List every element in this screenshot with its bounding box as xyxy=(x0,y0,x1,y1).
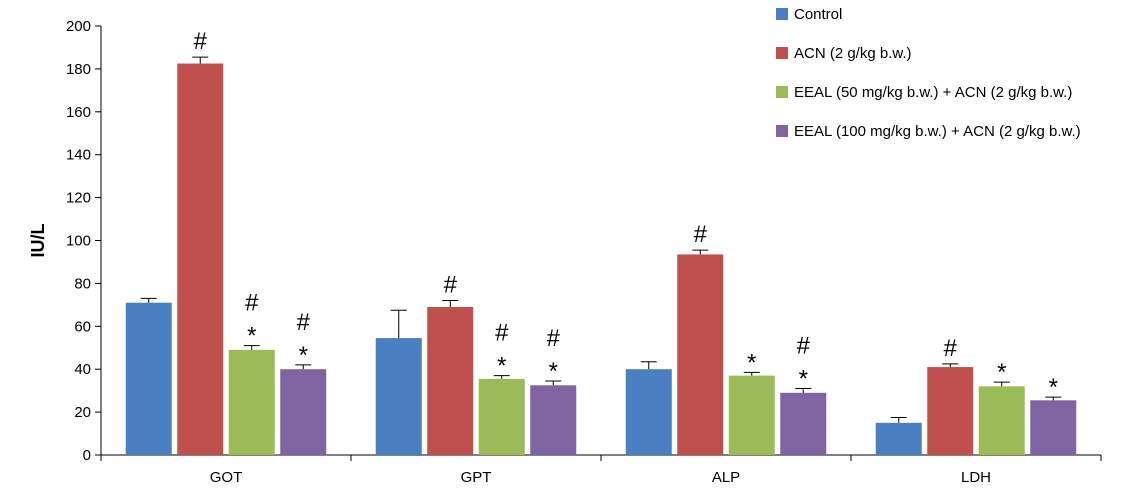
bar xyxy=(228,349,275,455)
significance-star: * xyxy=(497,353,506,380)
x-category-label: GOT xyxy=(210,469,243,486)
significance-star: * xyxy=(997,359,1006,386)
x-category-label: ALP xyxy=(712,469,740,486)
bar xyxy=(125,302,172,455)
y-tick-label: 160 xyxy=(66,104,91,121)
y-tick-label: 20 xyxy=(74,404,91,421)
significance-star: * xyxy=(549,358,558,385)
significance-hash: # xyxy=(495,320,509,347)
y-tick-label: 120 xyxy=(66,190,91,207)
y-tick-label: 180 xyxy=(66,61,91,78)
significance-hash: # xyxy=(797,333,811,360)
bar xyxy=(780,392,827,455)
x-axis: GOT GPT ALP LDH xyxy=(100,454,1102,486)
y-axis: 0 20 40 60 80 100 120 140 160 180 200 xyxy=(66,18,102,464)
significance-hash: # xyxy=(194,28,208,55)
bar xyxy=(978,386,1025,455)
bar xyxy=(677,254,724,455)
y-tick-label: 200 xyxy=(66,18,91,35)
significance-hash: # xyxy=(694,221,708,248)
bar xyxy=(1030,400,1077,455)
x-category-label: LDH xyxy=(961,469,991,486)
y-tick-label: 40 xyxy=(74,361,91,378)
legend: Control ACN (2 g/kg b.w.) EEAL (50 mg/kg b… xyxy=(776,6,1081,140)
legend-swatch xyxy=(776,8,788,20)
significance-hash: # xyxy=(444,272,458,299)
y-axis-label: IU/L xyxy=(28,223,48,257)
legend-swatch xyxy=(776,47,788,59)
legend-swatch xyxy=(776,86,788,98)
legend-label: Control xyxy=(794,6,842,23)
y-tick-label: 100 xyxy=(66,233,91,250)
legend-label: ACN (2 g/kg b.w.) xyxy=(794,45,912,62)
bar xyxy=(875,422,922,455)
bar xyxy=(177,63,224,455)
bar-series: # # # # * # * # * * * # * # * # * xyxy=(125,28,1077,455)
y-tick-label: 0 xyxy=(83,447,91,464)
legend-swatch xyxy=(776,125,788,137)
x-category-label: GPT xyxy=(461,469,492,486)
significance-star: * xyxy=(247,323,256,350)
significance-star: * xyxy=(299,342,308,369)
bar xyxy=(375,338,422,455)
significance-hash: # xyxy=(245,290,259,317)
significance-hash: # xyxy=(944,335,958,362)
bar xyxy=(728,375,775,455)
legend-label: EEAL (50 mg/kg b.w.) + ACN (2 g/kg b.w.) xyxy=(794,84,1072,101)
bar xyxy=(625,369,672,455)
significance-hash: # xyxy=(547,325,561,352)
bar xyxy=(280,369,327,455)
bar xyxy=(927,367,974,455)
bar xyxy=(478,378,525,455)
significance-star: * xyxy=(1049,374,1058,401)
y-tick-label: 60 xyxy=(74,318,91,335)
bar xyxy=(530,385,577,455)
bar xyxy=(427,306,474,455)
y-tick-label: 80 xyxy=(74,275,91,292)
significance-star: * xyxy=(799,366,808,393)
y-tick-label: 140 xyxy=(66,147,91,164)
legend-label: EEAL (100 mg/kg b.w.) + ACN (2 g/kg b.w.… xyxy=(794,123,1081,140)
significance-star: * xyxy=(747,349,756,376)
significance-hash: # xyxy=(297,309,311,336)
